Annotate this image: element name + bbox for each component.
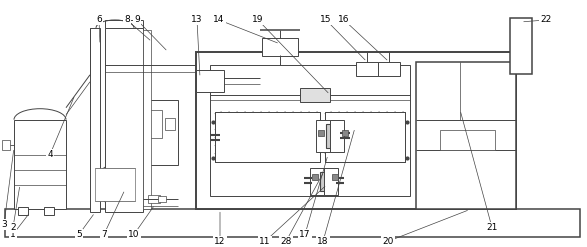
Text: 18: 18 bbox=[317, 237, 329, 246]
Bar bbox=[378, 62, 400, 76]
Bar bbox=[320, 172, 328, 191]
Bar bbox=[325, 112, 405, 162]
Text: 17: 17 bbox=[299, 230, 311, 239]
Text: 13: 13 bbox=[191, 16, 203, 24]
Text: 11: 11 bbox=[259, 237, 271, 246]
Bar bbox=[312, 174, 318, 180]
Bar bbox=[440, 130, 495, 150]
Text: 8: 8 bbox=[124, 16, 130, 24]
Bar bbox=[310, 167, 324, 195]
Text: 10: 10 bbox=[128, 230, 140, 239]
Bar bbox=[143, 30, 151, 209]
Text: 12: 12 bbox=[214, 237, 225, 246]
Text: 28: 28 bbox=[281, 237, 292, 246]
Text: 4: 4 bbox=[47, 150, 53, 159]
Bar bbox=[196, 52, 516, 209]
Bar bbox=[330, 120, 344, 152]
Bar bbox=[262, 38, 298, 56]
Bar bbox=[158, 196, 166, 203]
Text: 19: 19 bbox=[252, 16, 264, 24]
Bar bbox=[95, 167, 135, 202]
Text: 21: 21 bbox=[486, 223, 498, 232]
Bar bbox=[325, 112, 405, 162]
Bar bbox=[316, 120, 330, 152]
Bar bbox=[90, 28, 100, 212]
Bar bbox=[356, 62, 378, 76]
Bar bbox=[326, 124, 334, 148]
Bar bbox=[150, 110, 162, 138]
Bar bbox=[148, 100, 178, 165]
Bar bbox=[324, 167, 338, 195]
Bar bbox=[44, 207, 54, 215]
Bar bbox=[342, 130, 348, 136]
Text: 2: 2 bbox=[10, 223, 16, 232]
Text: 1: 1 bbox=[10, 230, 16, 239]
Bar bbox=[318, 130, 324, 136]
Text: 16: 16 bbox=[338, 16, 350, 24]
Bar bbox=[215, 112, 320, 162]
Bar bbox=[2, 140, 10, 150]
Bar bbox=[14, 120, 66, 209]
Text: 9: 9 bbox=[134, 16, 140, 24]
Bar bbox=[148, 195, 160, 204]
Bar bbox=[18, 207, 28, 215]
Text: 5: 5 bbox=[76, 230, 82, 239]
Text: 20: 20 bbox=[382, 237, 394, 246]
Bar bbox=[210, 65, 410, 196]
Bar bbox=[165, 118, 175, 130]
Text: 15: 15 bbox=[321, 16, 332, 24]
Text: 14: 14 bbox=[213, 16, 225, 24]
Bar bbox=[300, 88, 330, 102]
Text: 22: 22 bbox=[541, 16, 552, 24]
Bar bbox=[215, 112, 320, 162]
Bar bbox=[196, 70, 224, 92]
Text: 6: 6 bbox=[96, 16, 102, 24]
Bar bbox=[5, 209, 580, 237]
Bar bbox=[105, 28, 143, 212]
Bar bbox=[332, 174, 338, 180]
Bar bbox=[416, 62, 516, 209]
Bar bbox=[510, 18, 532, 74]
Text: 7: 7 bbox=[101, 230, 107, 239]
Text: 3: 3 bbox=[1, 220, 7, 229]
